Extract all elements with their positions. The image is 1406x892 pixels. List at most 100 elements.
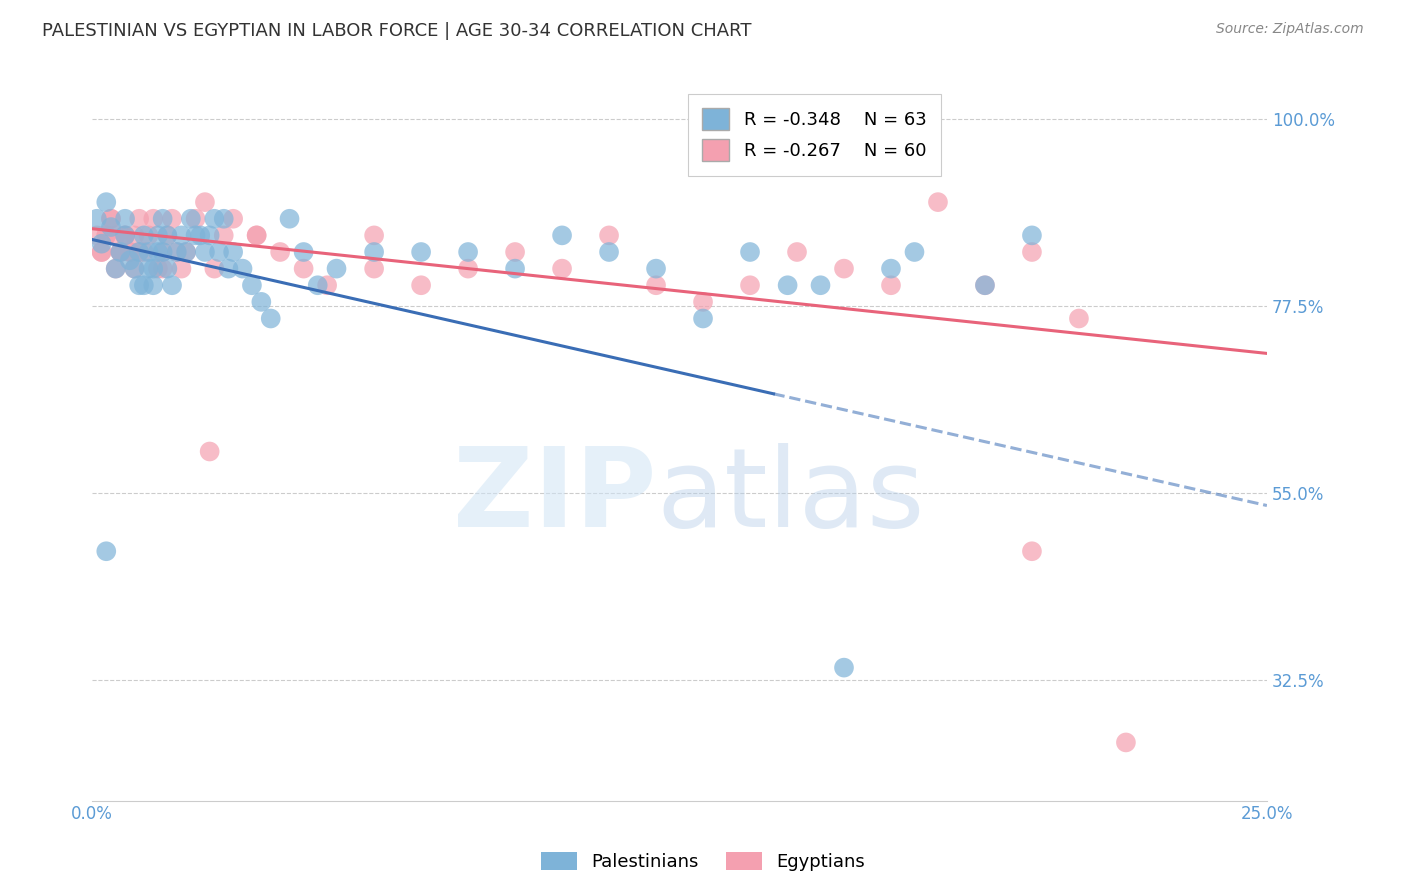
Point: [156, 228, 179, 243]
Point: [832, 261, 855, 276]
Point: [100, 211, 122, 226]
Point: [503, 261, 526, 276]
Point: [146, 261, 169, 276]
Point: [138, 261, 160, 276]
Point: [411, 245, 433, 260]
Point: [1067, 311, 1090, 326]
Point: [96, 195, 118, 210]
Point: [138, 228, 160, 243]
Point: [152, 261, 174, 276]
Point: [152, 211, 174, 226]
Point: [1021, 544, 1043, 558]
Point: [645, 278, 668, 293]
Point: [152, 245, 174, 260]
Point: [974, 278, 997, 293]
Point: [250, 294, 273, 309]
Point: [645, 261, 668, 276]
Point: [457, 245, 479, 260]
Point: [128, 211, 150, 226]
Point: [114, 228, 136, 243]
Point: [222, 211, 245, 226]
Point: [184, 228, 207, 243]
Point: [246, 228, 269, 243]
Point: [598, 245, 620, 260]
Point: [114, 211, 136, 226]
Point: [90, 245, 112, 260]
Point: [146, 245, 169, 260]
Point: [114, 228, 136, 243]
Point: [503, 245, 526, 260]
Point: [174, 245, 197, 260]
Point: [96, 228, 118, 243]
Point: [132, 228, 155, 243]
Point: [240, 278, 263, 293]
Point: [128, 278, 150, 293]
Point: [118, 245, 141, 260]
Point: [156, 261, 179, 276]
Point: [292, 245, 315, 260]
Point: [738, 278, 761, 293]
Legend: Palestinians, Egyptians: Palestinians, Egyptians: [534, 845, 872, 879]
Point: [363, 261, 385, 276]
Point: [198, 228, 221, 243]
Point: [810, 278, 832, 293]
Point: [104, 228, 127, 243]
Point: [208, 245, 231, 260]
Point: [86, 211, 108, 226]
Point: [188, 228, 211, 243]
Point: [880, 278, 903, 293]
Point: [738, 245, 761, 260]
Point: [292, 261, 315, 276]
Point: [96, 544, 118, 558]
Point: [174, 245, 197, 260]
Point: [692, 311, 714, 326]
Point: [160, 211, 183, 226]
Point: [124, 228, 146, 243]
Point: [457, 261, 479, 276]
Point: [100, 211, 122, 226]
Point: [138, 245, 160, 260]
Point: [146, 228, 169, 243]
Point: [880, 261, 903, 276]
Point: [325, 261, 347, 276]
Point: [1115, 735, 1137, 749]
Point: [411, 278, 433, 293]
Point: [1021, 228, 1043, 243]
Point: [598, 228, 620, 243]
Point: [114, 228, 136, 243]
Point: [86, 228, 108, 243]
Point: [832, 660, 855, 674]
Point: [128, 245, 150, 260]
Point: [184, 211, 207, 226]
Point: [212, 228, 235, 243]
Point: [104, 261, 127, 276]
Point: [128, 245, 150, 260]
Point: [110, 245, 132, 260]
Point: [363, 245, 385, 260]
Point: [202, 211, 225, 226]
Point: [142, 278, 165, 293]
Point: [316, 278, 339, 293]
Point: [132, 245, 155, 260]
Text: atlas: atlas: [657, 443, 925, 550]
Point: [124, 261, 146, 276]
Point: [142, 211, 165, 226]
Point: [551, 228, 574, 243]
Point: [217, 261, 239, 276]
Point: [100, 220, 122, 235]
Point: [96, 228, 118, 243]
Point: [118, 245, 141, 260]
Text: Source: ZipAtlas.com: Source: ZipAtlas.com: [1216, 22, 1364, 37]
Point: [232, 261, 254, 276]
Point: [118, 253, 141, 268]
Point: [142, 261, 165, 276]
Legend: R = -0.348    N = 63, R = -0.267    N = 60: R = -0.348 N = 63, R = -0.267 N = 60: [688, 94, 941, 176]
Point: [927, 195, 949, 210]
Point: [124, 261, 146, 276]
Point: [974, 278, 997, 293]
Point: [90, 236, 112, 251]
Point: [198, 444, 221, 458]
Point: [246, 228, 269, 243]
Point: [110, 245, 132, 260]
Point: [260, 311, 283, 326]
